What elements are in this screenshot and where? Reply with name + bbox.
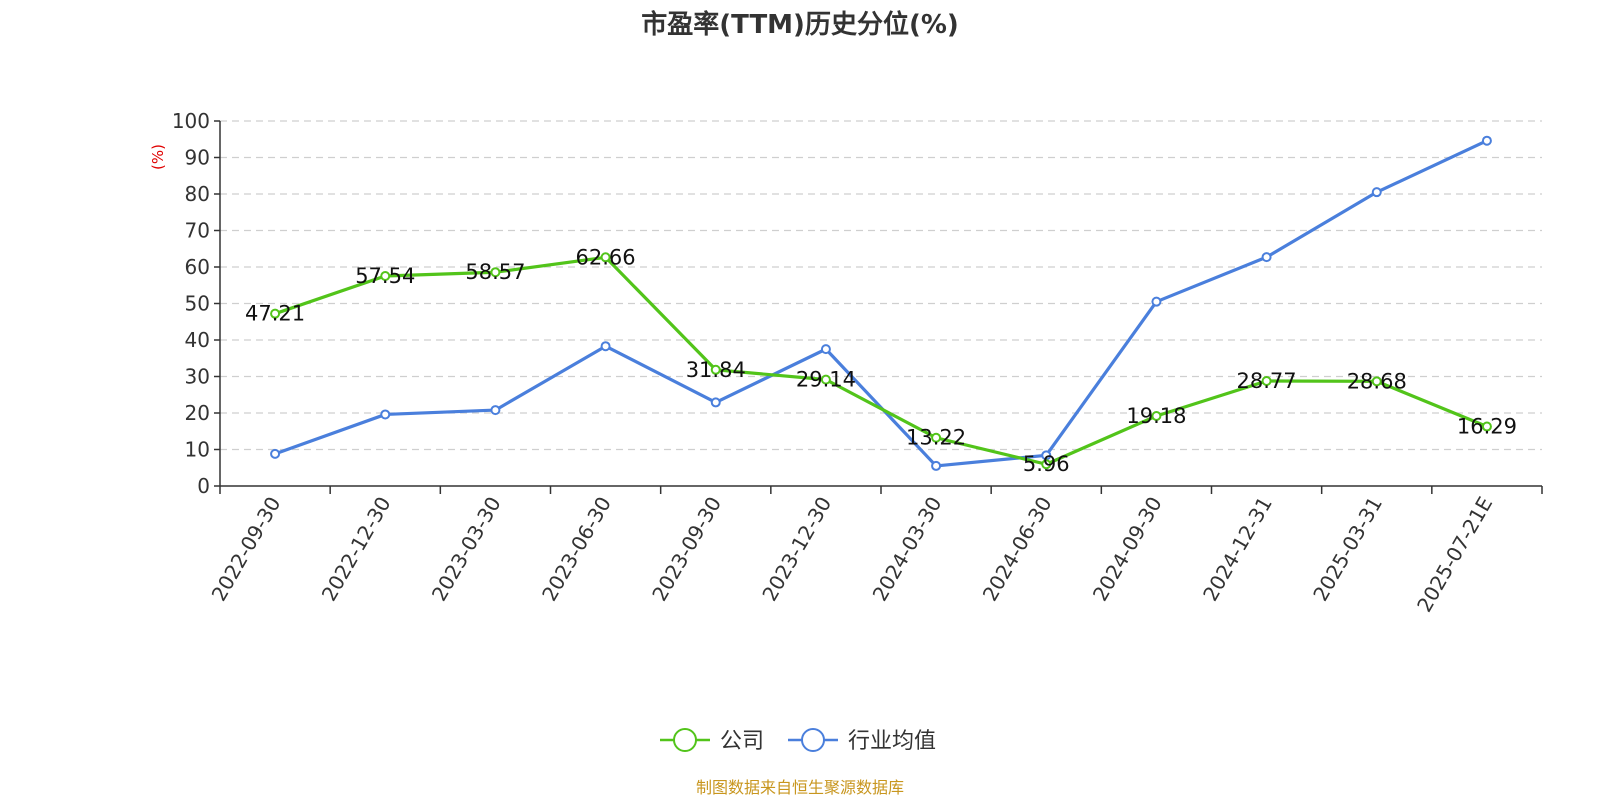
legend[interactable]: 公司 行业均值 bbox=[660, 728, 936, 754]
y-tick-label: 40 bbox=[185, 328, 210, 352]
x-tick-label: 2024-03-30 bbox=[868, 492, 947, 605]
series-line bbox=[274, 255, 1488, 466]
data-labels: 47.21 57.54 58.57 62.66 31.84 29.14 13.22 5.96 1… bbox=[245, 245, 1517, 476]
data-point bbox=[820, 344, 831, 355]
chart-title: 市盈率(TTM)历史分位(%) bbox=[641, 9, 959, 40]
data-label: 13.22 bbox=[906, 426, 966, 450]
y-tick-label: 90 bbox=[185, 146, 210, 170]
data-label: 28.68 bbox=[1347, 369, 1407, 393]
series-lines bbox=[270, 135, 1492, 471]
x-tick-label: 2023-06-30 bbox=[537, 493, 616, 606]
legend-swatch-marker bbox=[801, 728, 825, 752]
data-point bbox=[270, 448, 281, 459]
legend-item-label[interactable]: 公司 bbox=[720, 729, 764, 754]
data-point bbox=[1151, 296, 1162, 307]
x-tick-label: 2025-07-21E bbox=[1412, 493, 1497, 617]
data-point bbox=[270, 308, 281, 319]
y-tick-label: 20 bbox=[185, 401, 210, 425]
data-point bbox=[710, 397, 721, 408]
y-tick-label: 80 bbox=[185, 182, 210, 206]
data-label: 62.66 bbox=[576, 245, 636, 269]
x-tick-label: 2024-12-31 bbox=[1198, 493, 1277, 606]
data-point bbox=[1151, 410, 1162, 421]
legend-item-label[interactable]: 行业均值 bbox=[848, 729, 936, 754]
data-point bbox=[600, 341, 611, 352]
data-point bbox=[1371, 187, 1382, 198]
y-tick-label: 30 bbox=[185, 365, 210, 389]
y-tick-label: 0 bbox=[197, 474, 210, 498]
data-point bbox=[710, 364, 721, 375]
source-note: 制图数据来自恒生聚源数据库 bbox=[696, 778, 904, 797]
x-tick-label: 2023-09-30 bbox=[647, 493, 726, 606]
data-point bbox=[1481, 135, 1492, 146]
x-tick-label: 2022-09-30 bbox=[207, 493, 286, 606]
data-label: 5.96 bbox=[1023, 452, 1070, 476]
x-tick-label: 2024-09-30 bbox=[1088, 493, 1167, 606]
x-tick-label: 2022-12-30 bbox=[317, 493, 396, 606]
data-label: 57.54 bbox=[355, 264, 415, 288]
y-axis-label: (%) bbox=[149, 144, 167, 170]
data-point bbox=[490, 267, 501, 278]
data-point bbox=[380, 409, 391, 420]
data-point bbox=[820, 374, 831, 385]
data-point bbox=[600, 252, 611, 263]
data-point bbox=[1261, 252, 1272, 263]
y-tick-label: 60 bbox=[185, 255, 210, 279]
data-point bbox=[1371, 376, 1382, 387]
data-point bbox=[1261, 375, 1272, 386]
y-tick-label: 10 bbox=[185, 438, 210, 462]
grid-lines bbox=[220, 120, 1542, 451]
data-point bbox=[1041, 459, 1052, 470]
axes: 0 10 20 30 40 50 60 70 80 90 100 2022-09-30 2022-12-… bbox=[172, 109, 1543, 617]
data-label: 47.21 bbox=[245, 302, 305, 326]
data-label: 29.14 bbox=[796, 368, 856, 392]
data-point bbox=[380, 270, 391, 281]
data-label: 28.77 bbox=[1237, 369, 1297, 393]
data-point bbox=[931, 432, 942, 443]
legend-swatch-marker bbox=[673, 728, 697, 752]
data-label: 19.18 bbox=[1126, 404, 1186, 428]
x-tick-label: 2025-03-31 bbox=[1308, 493, 1387, 606]
y-tick-label: 100 bbox=[172, 109, 210, 133]
data-point bbox=[931, 460, 942, 471]
data-label: 58.57 bbox=[465, 260, 525, 284]
data-label: 31.84 bbox=[686, 358, 746, 382]
x-tick-label: 2024-06-30 bbox=[978, 493, 1057, 606]
data-point bbox=[490, 405, 501, 416]
x-tick-label: 2023-03-30 bbox=[427, 492, 506, 605]
data-point bbox=[1481, 421, 1492, 432]
x-tick-label: 2023-12-30 bbox=[757, 493, 836, 606]
y-tick-label: 50 bbox=[185, 292, 210, 316]
y-tick-label: 70 bbox=[185, 219, 210, 243]
data-label: 16.29 bbox=[1457, 415, 1517, 439]
